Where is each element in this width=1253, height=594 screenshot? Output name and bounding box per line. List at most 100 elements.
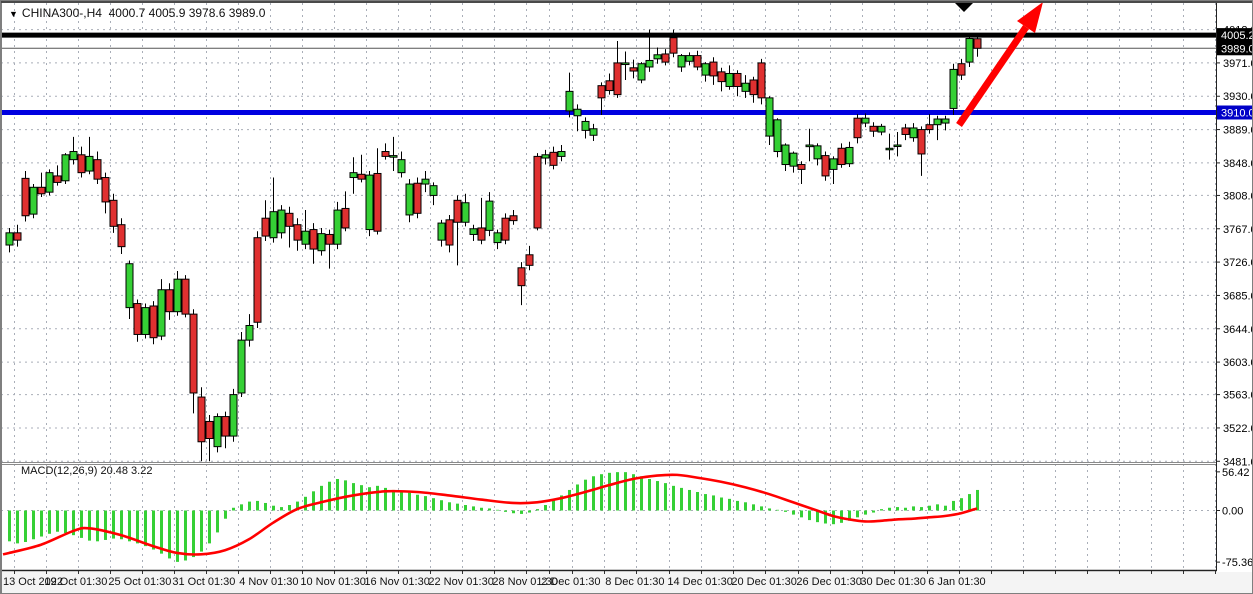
candle-body (469, 228, 478, 235)
candle-body (253, 237, 262, 323)
candle-body (365, 174, 374, 231)
candle-body (829, 158, 838, 170)
candle-body (941, 118, 950, 124)
candle-body (965, 38, 974, 63)
candle-body (165, 289, 174, 313)
candle-body (189, 313, 198, 394)
candle-body (269, 211, 278, 239)
time-tick-label: 28 Nov 01:30 (492, 576, 557, 588)
candle-body (533, 155, 542, 229)
time-tick-label: 30 Dec 01:30 (860, 576, 925, 588)
candle-body (453, 199, 462, 223)
candle-body (237, 339, 246, 394)
candle-body (173, 278, 182, 313)
candle-body (973, 38, 982, 49)
time-tick-label: 22 Nov 01:30 (428, 576, 493, 588)
candle-body (717, 71, 726, 83)
candle-body (861, 117, 870, 124)
time-tick-label: 20 Dec 01:30 (731, 576, 796, 588)
candle-body (125, 263, 134, 309)
candle-body (317, 233, 326, 252)
candle-body (413, 182, 422, 214)
candle-body (349, 172, 358, 179)
time-axis-strip (1, 572, 1252, 593)
candle-body (837, 147, 846, 166)
candle-body (29, 186, 38, 215)
candle-body (149, 305, 158, 339)
macd-tick-label: -75.36 (1222, 557, 1253, 569)
candle-body (597, 85, 606, 99)
candle-body (197, 396, 206, 443)
candle-body (573, 108, 582, 117)
macd-signal-line (2, 473, 978, 556)
candle-body (773, 119, 782, 153)
candle-body (557, 151, 566, 157)
candle-body (725, 72, 734, 87)
macd-tick-label: 0.00 (1222, 506, 1243, 518)
candle-body (925, 124, 934, 131)
candle-body (13, 232, 22, 241)
candle-body (325, 233, 334, 245)
candle-body (677, 55, 686, 68)
candle-body (949, 68, 958, 109)
candle-body (653, 54, 662, 60)
price-axis-strip (1217, 1, 1252, 572)
time-tick-label: 8 Dec 01:30 (605, 576, 664, 588)
price-tick-label: 3971.0 (1223, 58, 1253, 70)
candle-body (477, 227, 486, 241)
time-tick-label: 16 Nov 01:30 (364, 576, 429, 588)
candle-body (509, 215, 518, 222)
price-tick-label: 3603.0 (1223, 357, 1253, 369)
title-bar: ▼ CHINA300-,H4 4000.7 4005.9 3978.6 3989.… (9, 6, 265, 20)
candle-body (101, 177, 110, 203)
time-tick-label: 13 Oct 2022 (3, 576, 63, 588)
candle-body (301, 230, 310, 245)
candle-body (893, 144, 902, 148)
time-tick-label: 4 Nov 01:30 (239, 576, 298, 588)
time-tick-label: 19 Oct 01:30 (44, 576, 107, 588)
candle-body (381, 151, 390, 157)
candle-body (917, 129, 926, 155)
macd-indicator-label: MACD(12,26,9) 20.48 3.22 (21, 465, 153, 477)
candle-body (61, 154, 70, 182)
candle-body (245, 325, 254, 341)
candle-body (885, 147, 894, 151)
candle-body (765, 97, 774, 137)
price-tick-label: 3930.0 (1223, 91, 1253, 103)
symbol-title: CHINA300-,H4 (21, 6, 102, 20)
candle-body (77, 154, 86, 174)
candle-body (397, 159, 406, 174)
candle-body (181, 278, 190, 315)
candle-body (733, 72, 742, 87)
candle-body (933, 118, 942, 126)
candle-body (549, 151, 558, 166)
time-tick-label: 14 Dec 01:30 (667, 576, 732, 588)
top-marker-icon[interactable] (955, 3, 973, 12)
time-tick-label: 6 Jan 01:30 (928, 576, 986, 588)
candle-body (637, 63, 646, 81)
candle-body (277, 209, 286, 234)
candle-body (421, 178, 430, 185)
price-badge-label: 4005.2 (1221, 30, 1253, 42)
candle-body (805, 144, 814, 148)
time-tick-label: 31 Oct 01:30 (172, 576, 235, 588)
candle-body (141, 307, 150, 335)
candle-body (213, 416, 222, 448)
candle-body (437, 222, 446, 241)
price-badge (1217, 105, 1252, 120)
candle-body (789, 152, 798, 167)
candle-body (133, 303, 142, 335)
trend-arrow-shaft[interactable] (956, 25, 1029, 127)
trend-arrow-head[interactable] (1017, 2, 1043, 33)
candle-body (333, 209, 342, 245)
candle-body (389, 155, 398, 158)
candle-body (85, 155, 94, 172)
candle-body (429, 185, 438, 196)
symbol-dropdown-icon[interactable]: ▼ (9, 9, 18, 19)
time-tick-label: 26 Dec 01:30 (796, 576, 861, 588)
price-tick-label: 3726.0 (1223, 257, 1253, 269)
price-tick-label: 3848.0 (1223, 158, 1253, 170)
price-tick-label: 3808.0 (1223, 190, 1253, 202)
